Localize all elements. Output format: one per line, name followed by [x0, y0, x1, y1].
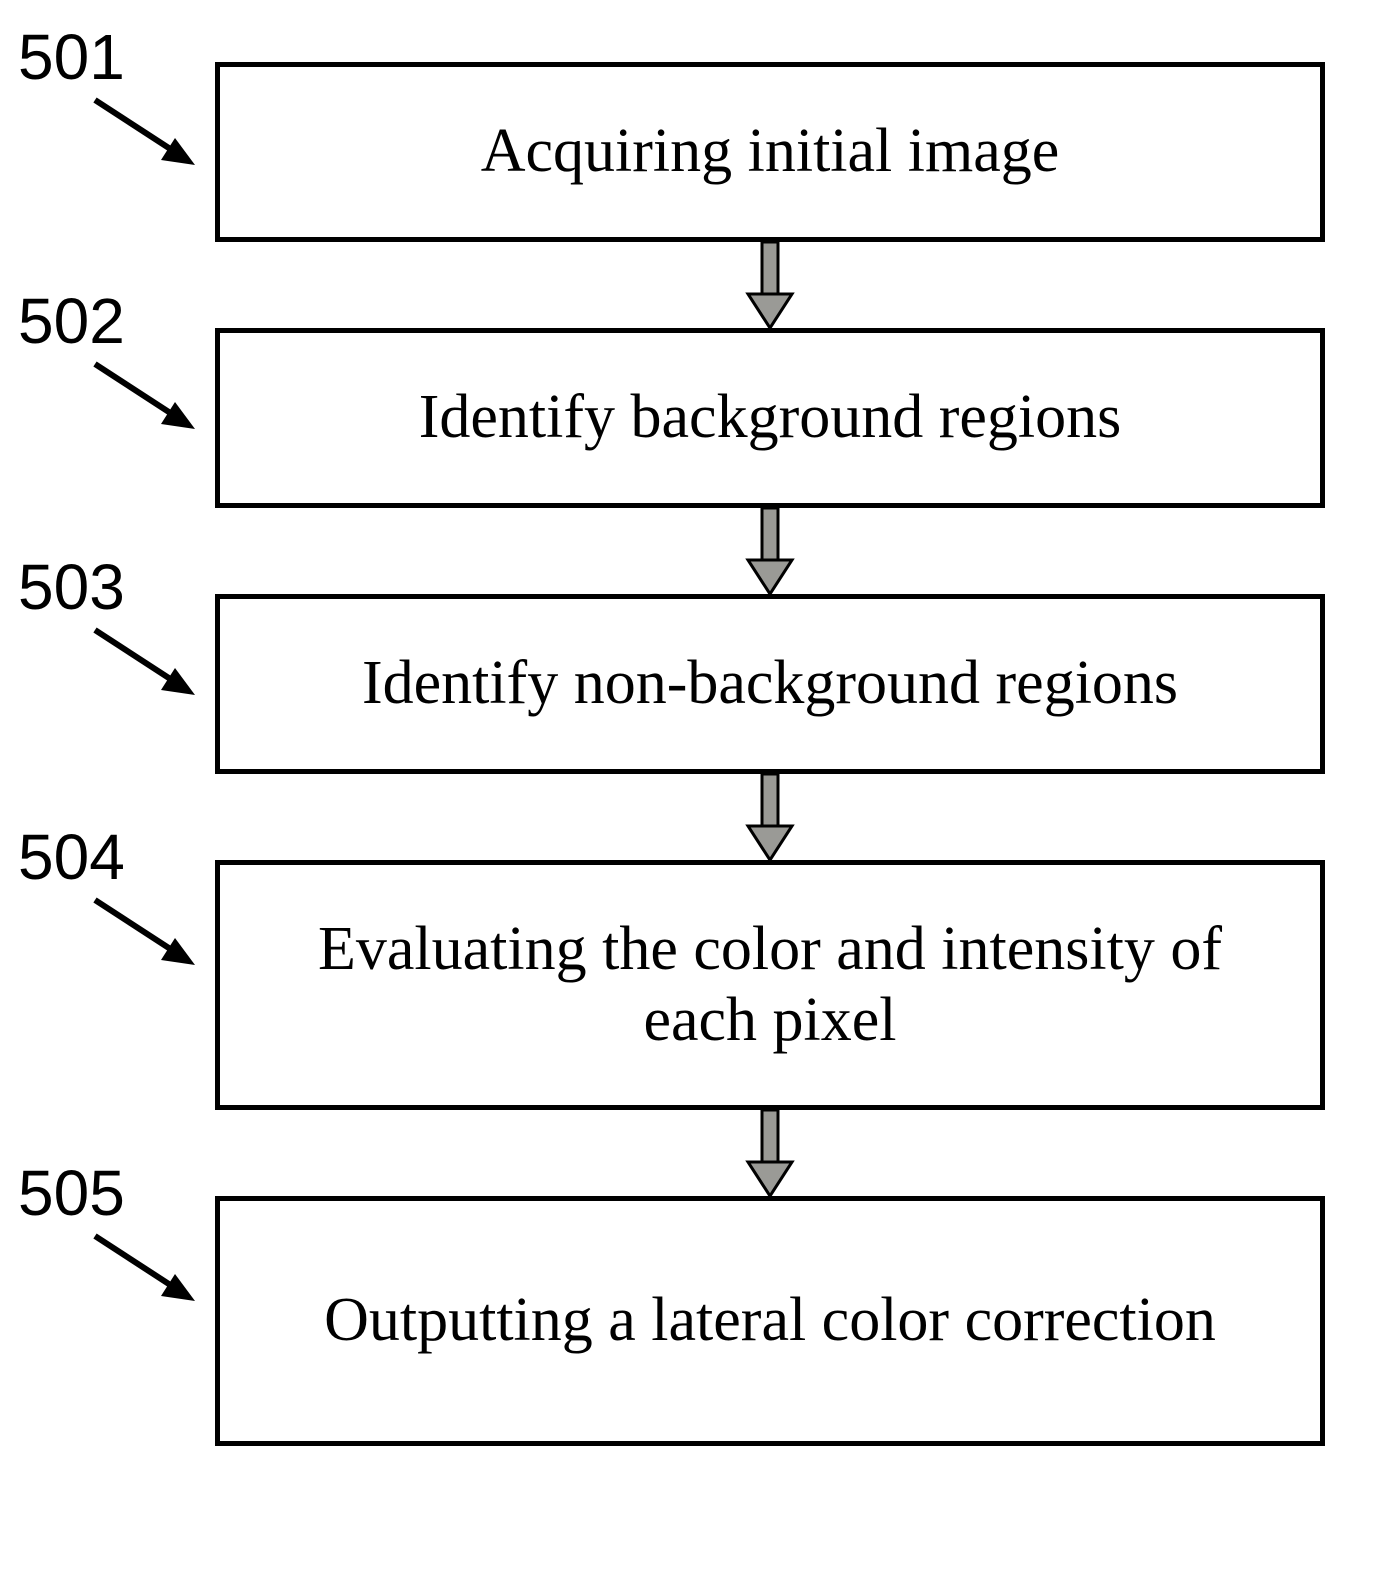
step-box-502: Identify background regions	[215, 328, 1325, 508]
label-arrow-503	[85, 620, 215, 720]
connector-arrow	[740, 774, 800, 860]
label-arrow-502	[85, 354, 215, 454]
step-label-text: 503	[18, 551, 125, 623]
step-text: Evaluating the color and intensity of ea…	[260, 914, 1280, 1057]
step-label-503: 503	[18, 550, 125, 624]
step-box-504: Evaluating the color and intensity of ea…	[215, 860, 1325, 1110]
step-text: Acquiring initial image	[481, 116, 1060, 187]
step-label-text: 504	[18, 821, 125, 893]
label-arrow-501	[85, 90, 215, 190]
step-box-503: Identify non-background regions	[215, 594, 1325, 774]
step-label-505: 505	[18, 1156, 125, 1230]
step-label-504: 504	[18, 820, 125, 894]
flowchart-canvas: 501 Acquiring initial image 502 Identify…	[0, 0, 1391, 1594]
step-label-text: 505	[18, 1157, 125, 1229]
label-arrow-505	[85, 1226, 215, 1326]
step-text: Identify background regions	[419, 382, 1121, 453]
step-box-501: Acquiring initial image	[215, 62, 1325, 242]
step-label-text: 501	[18, 21, 125, 93]
connector-arrow	[740, 1110, 800, 1196]
step-box-505: Outputting a lateral color correction	[215, 1196, 1325, 1446]
step-text: Identify non-background regions	[362, 648, 1178, 719]
step-text: Outputting a lateral color correction	[324, 1285, 1216, 1356]
step-label-502: 502	[18, 284, 125, 358]
label-arrow-504	[85, 890, 215, 990]
step-label-501: 501	[18, 20, 125, 94]
connector-arrow	[740, 508, 800, 594]
step-label-text: 502	[18, 285, 125, 357]
connector-arrow	[740, 242, 800, 328]
